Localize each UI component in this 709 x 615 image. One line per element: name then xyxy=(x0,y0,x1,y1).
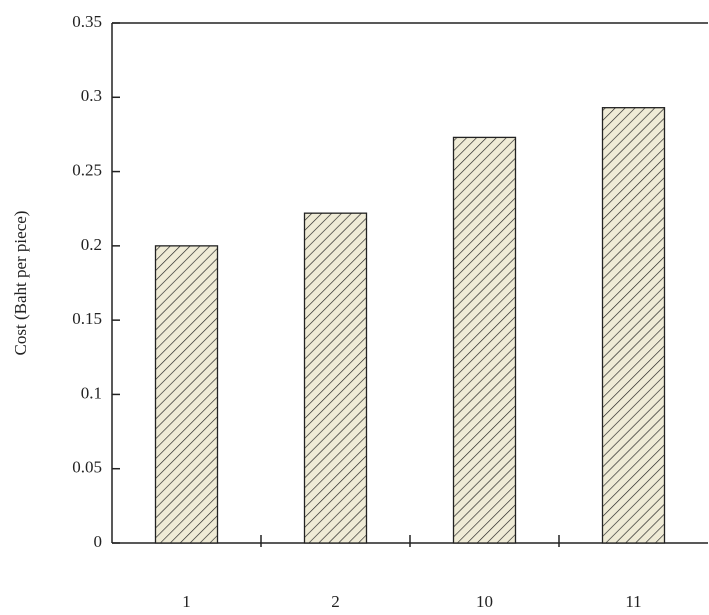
y-tick-label: 0.05 xyxy=(72,458,102,477)
bar xyxy=(452,136,517,544)
bar xyxy=(303,212,368,544)
x-tick-label: 10 xyxy=(476,592,493,611)
x-tick-label: 1 xyxy=(182,592,191,611)
y-tick-label: 0.1 xyxy=(81,383,102,402)
y-tick-label: 0 xyxy=(94,532,103,551)
y-tick-label: 0.3 xyxy=(81,86,102,105)
y-tick-label: 0.35 xyxy=(72,12,102,31)
x-tick-label: 2 xyxy=(331,592,340,611)
bar xyxy=(601,107,666,544)
y-tick-label: 0.25 xyxy=(72,160,102,179)
x-tick-label: 11 xyxy=(625,592,641,611)
y-axis-label: Cost (Baht per piece) xyxy=(11,211,30,356)
bar xyxy=(154,245,219,544)
y-tick-label: 0.2 xyxy=(81,235,102,254)
y-tick-label: 0.15 xyxy=(72,309,102,328)
